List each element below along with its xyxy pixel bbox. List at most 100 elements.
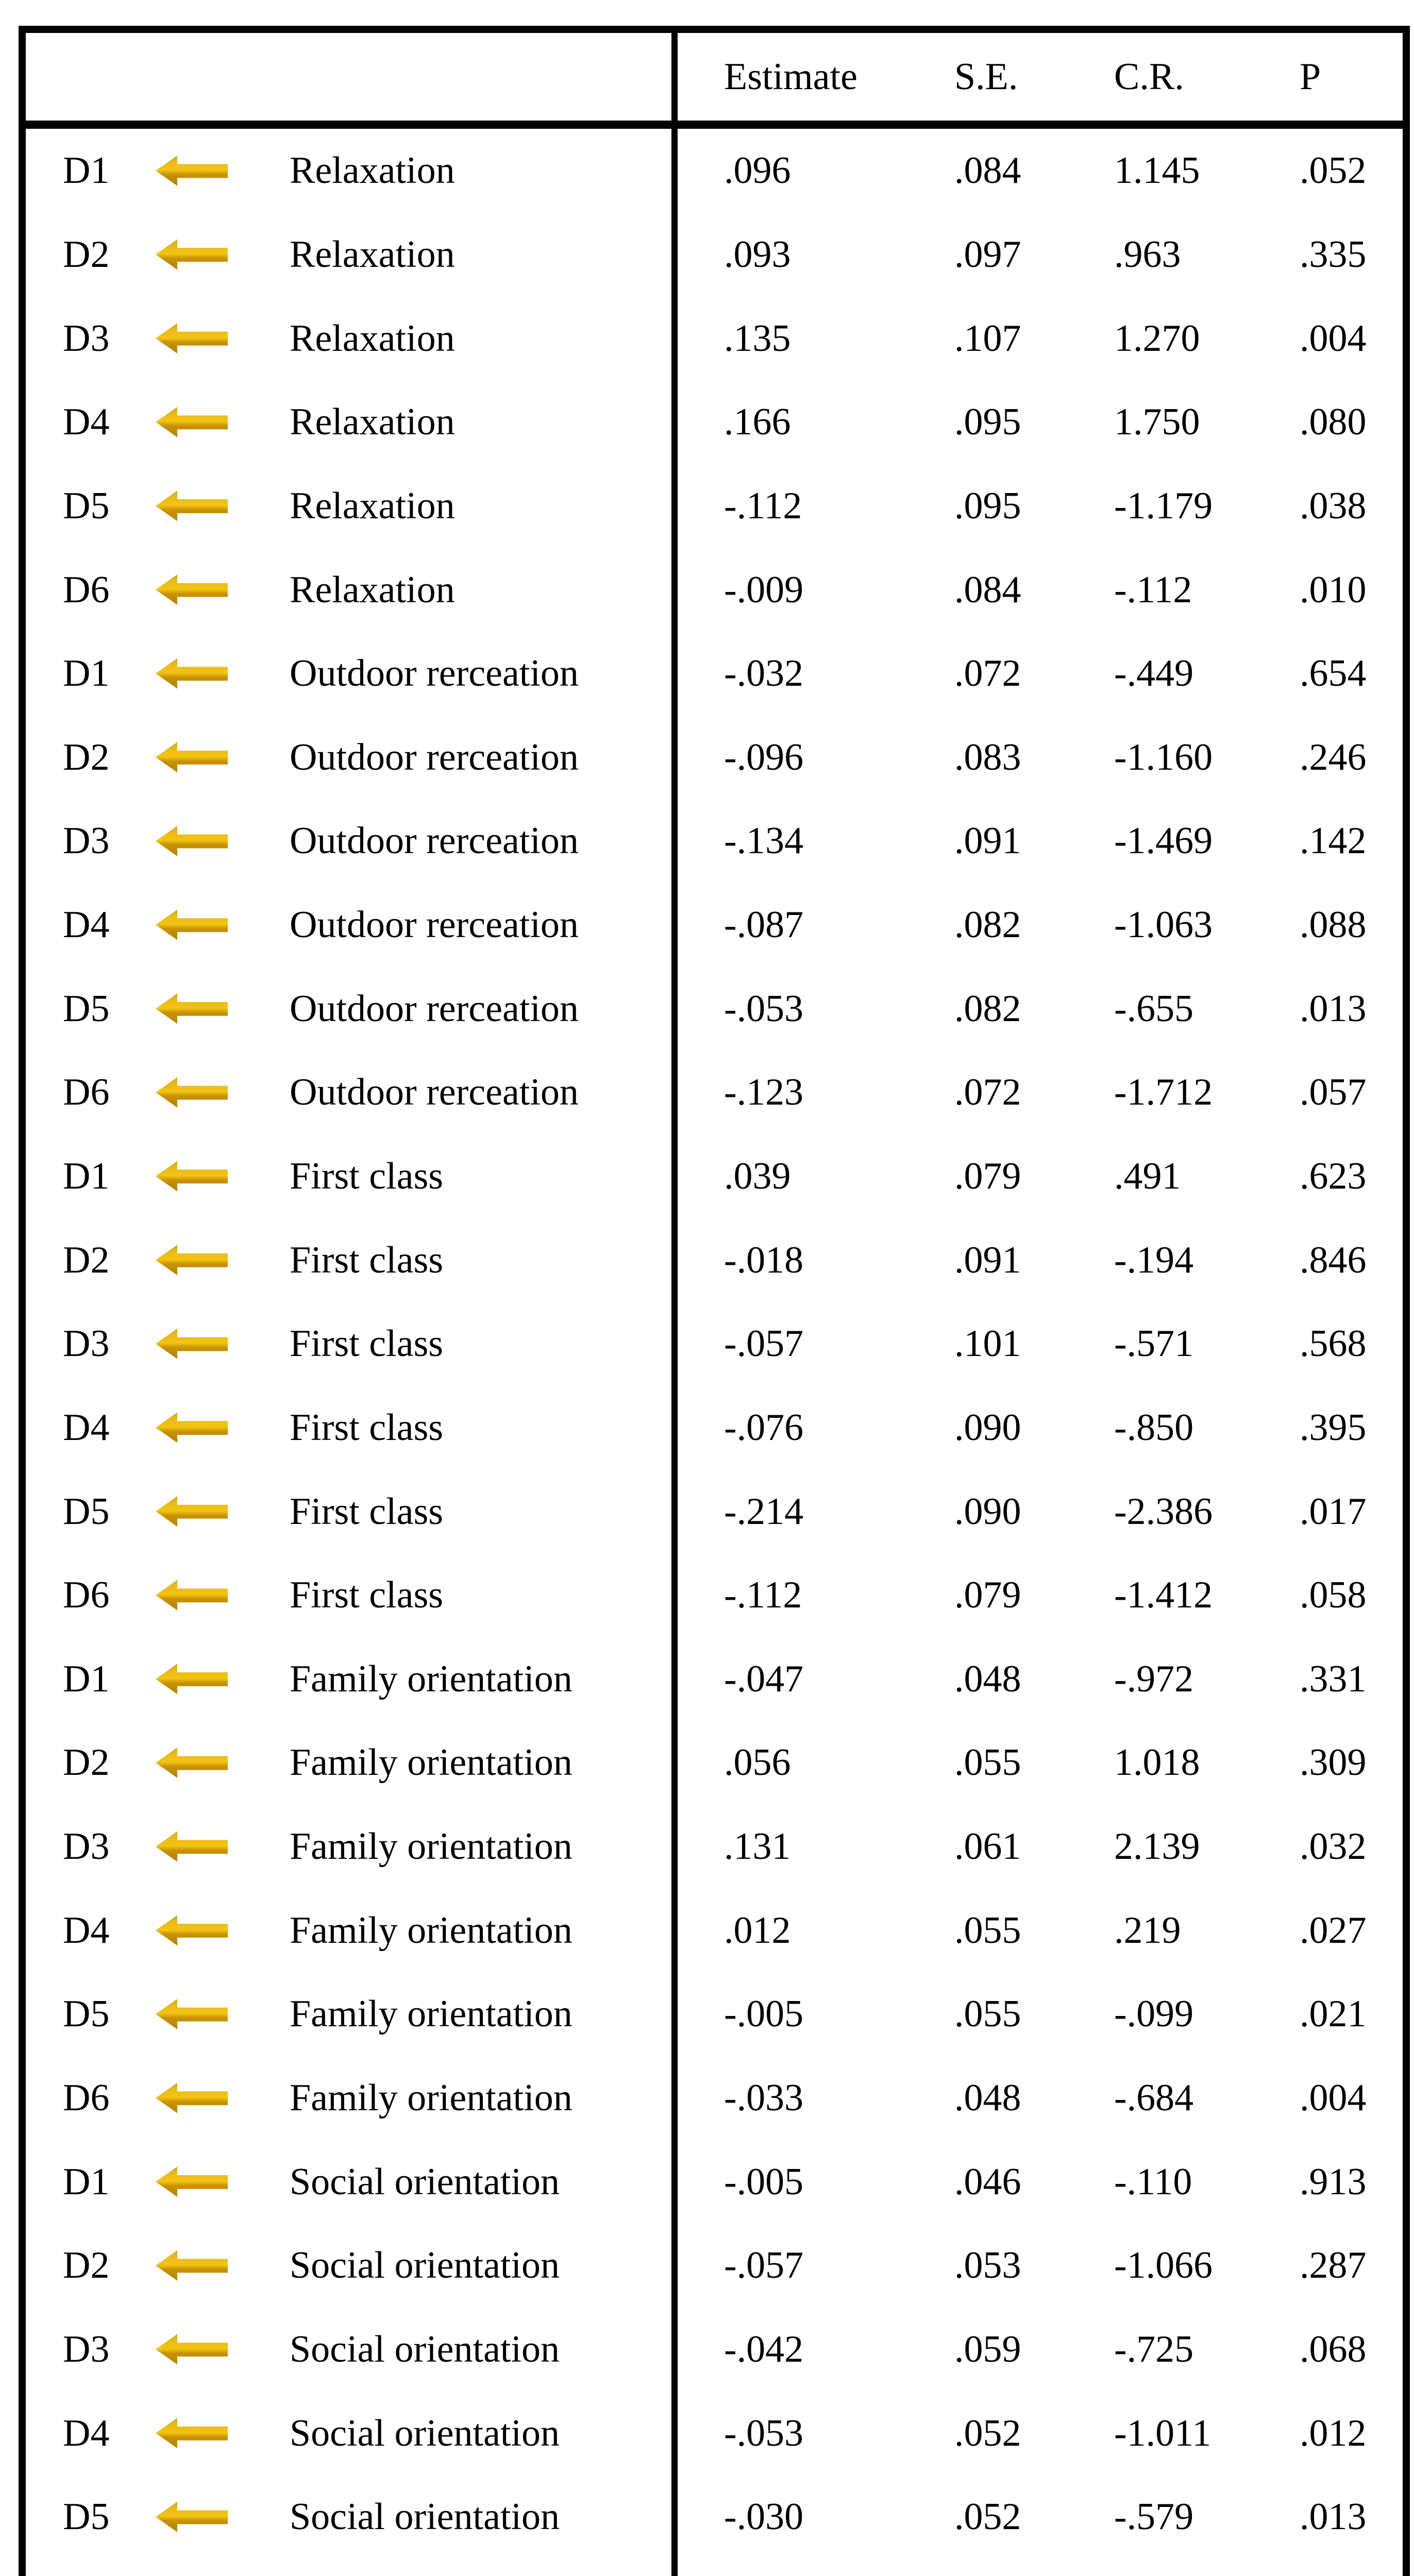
- dependent-variable-label: D5: [63, 1993, 110, 2036]
- column-header-estimate: Estimate: [724, 56, 857, 98]
- table-row: D3 First class -.057 .101 -.571 .568: [26, 1301, 1403, 1386]
- table-row: D4 Relaxation .166 .095 1.750 .080: [26, 380, 1403, 464]
- se-value: .101: [954, 1323, 1021, 1365]
- cr-value: -1.712: [1114, 1071, 1213, 1114]
- table-row: D2 Relaxation .093 .097 .963 .335: [26, 212, 1403, 297]
- left-arrow-icon: [156, 1412, 228, 1443]
- predictor-variable-label: Family orientation: [290, 1909, 573, 1952]
- left-arrow-icon: [156, 1998, 228, 2029]
- estimate-value: .093: [724, 233, 791, 276]
- table-row: D6 Outdoor rerceation -.123 .072 -1.712 …: [26, 1050, 1403, 1134]
- left-arrow-icon: [156, 323, 228, 354]
- cr-value: -.684: [1114, 2077, 1194, 2120]
- left-arrow-icon: [156, 742, 228, 773]
- se-value: .107: [954, 317, 1021, 360]
- predictor-variable-label: Family orientation: [290, 1657, 573, 1700]
- estimate-value: -.076: [724, 1406, 804, 1449]
- table-row: D6 First class -.112 .079 -1.412 .058: [26, 1553, 1403, 1637]
- p-value: .395: [1300, 1406, 1367, 1449]
- p-value: .846: [1300, 1239, 1367, 1281]
- p-value: .058: [1300, 1574, 1367, 1617]
- cr-value: -1.179: [1114, 484, 1213, 527]
- left-arrow-icon: [156, 1161, 228, 1192]
- se-value: .059: [954, 2328, 1021, 2370]
- row-label-cell: D3 First class: [26, 1301, 678, 1386]
- dependent-variable-label: D5: [63, 1490, 110, 1533]
- table-row: D1 First class .039 .079 .491 .623: [26, 1134, 1403, 1218]
- cr-value: -.725: [1114, 2328, 1194, 2370]
- se-value: .082: [954, 904, 1021, 946]
- left-arrow-icon: [156, 1328, 228, 1359]
- left-arrow-icon: [156, 1664, 228, 1694]
- dependent-variable-label: D2: [63, 1741, 110, 1784]
- table-row: D4 Social orientation -.053 .052 -1.011 …: [26, 2391, 1403, 2475]
- dependent-variable-label: D6: [63, 1071, 110, 1114]
- table-row: D5 Outdoor rerceation -.053 .082 -.655 .…: [26, 967, 1403, 1051]
- estimate-value: -.030: [724, 2496, 804, 2538]
- left-arrow-icon: [156, 825, 228, 856]
- estimate-value: -.112: [724, 484, 802, 527]
- se-value: .084: [954, 149, 1021, 192]
- row-label-cell: D6 Relaxation: [26, 548, 678, 632]
- se-value: .083: [954, 736, 1021, 778]
- left-arrow-icon: [156, 2334, 228, 2365]
- predictor-variable-label: Social orientation: [290, 2328, 560, 2370]
- se-value: .082: [954, 987, 1021, 1030]
- column-header-se: S.E.: [954, 56, 1018, 98]
- dependent-variable-label: D1: [63, 2160, 110, 2203]
- estimate-value: -.009: [724, 568, 804, 611]
- table-header-row: Estimate S.E. C.R. P: [26, 33, 1403, 129]
- se-value: .055: [954, 1909, 1021, 1952]
- left-arrow-icon: [156, 1245, 228, 1276]
- predictor-variable-label: Outdoor rerceation: [290, 736, 579, 778]
- p-value: .568: [1300, 1323, 1367, 1365]
- estimate-value: .166: [724, 401, 791, 444]
- cr-value: 1.145: [1114, 149, 1200, 192]
- se-value: .052: [954, 2496, 1021, 2538]
- row-label-cell: D3 Family orientation: [26, 1804, 678, 1889]
- estimate-value: -.123: [724, 1071, 804, 1114]
- predictor-variable-label: Social orientation: [290, 2412, 560, 2454]
- left-arrow-icon: [156, 1831, 228, 1862]
- left-arrow-icon: [156, 1580, 228, 1611]
- p-value: .913: [1300, 2160, 1367, 2203]
- table-row: D6 Social orientation -.064 .046 -1.382 …: [26, 2558, 1403, 2576]
- cr-value: -.579: [1114, 2496, 1194, 2538]
- dependent-variable-label: D2: [63, 1239, 110, 1281]
- estimate-value: -.214: [724, 1490, 804, 1533]
- se-value: .061: [954, 1825, 1021, 1868]
- predictor-variable-label: Family orientation: [290, 1993, 573, 2036]
- predictor-variable-label: First class: [290, 1323, 444, 1365]
- table-row: D6 Relaxation -.009 .084 -.112 .010: [26, 548, 1403, 632]
- predictor-variable-label: Family orientation: [290, 1825, 573, 1868]
- se-value: .079: [954, 1574, 1021, 1617]
- p-value: .331: [1300, 1657, 1367, 1700]
- predictor-variable-label: First class: [290, 1574, 444, 1617]
- row-label-cell: D5 First class: [26, 1469, 678, 1553]
- cr-value: 1.018: [1114, 1741, 1200, 1784]
- dependent-variable-label: D1: [63, 1657, 110, 1700]
- left-arrow-icon: [156, 574, 228, 605]
- p-value: .287: [1300, 2244, 1367, 2287]
- table-row: D1 Relaxation .096 .084 1.145 .052: [26, 129, 1403, 213]
- se-value: .090: [954, 1406, 1021, 1449]
- cr-value: 1.750: [1114, 401, 1200, 444]
- p-value: .052: [1300, 149, 1367, 192]
- se-value: .072: [954, 652, 1021, 695]
- cr-value: 2.139: [1114, 1825, 1200, 1868]
- table-row: D5 Social orientation -.030 .052 -.579 .…: [26, 2475, 1403, 2559]
- cr-value: -.110: [1114, 2160, 1192, 2203]
- se-value: .072: [954, 1071, 1021, 1114]
- row-label-cell: D1 Outdoor rerceation: [26, 631, 678, 716]
- dependent-variable-label: D1: [63, 652, 110, 695]
- p-value: .013: [1300, 987, 1367, 1030]
- estimate-value: -.057: [724, 2244, 804, 2287]
- dependent-variable-label: D2: [63, 2244, 110, 2287]
- predictor-variable-label: First class: [290, 1239, 444, 1281]
- cr-value: -1.160: [1114, 736, 1213, 778]
- estimate-value: -.057: [724, 1323, 804, 1365]
- cr-value: -.194: [1114, 1239, 1194, 1281]
- table-row: D4 Family orientation .012 .055 .219 .02…: [26, 1888, 1403, 1973]
- cr-value: -1.011: [1114, 2412, 1211, 2454]
